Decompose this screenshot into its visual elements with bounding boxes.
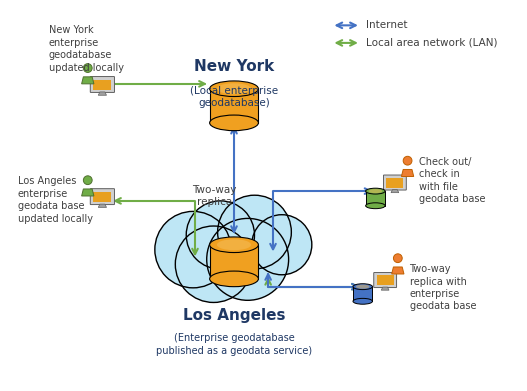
FancyBboxPatch shape (90, 77, 114, 92)
FancyBboxPatch shape (90, 189, 114, 204)
Polygon shape (82, 189, 94, 196)
Polygon shape (392, 267, 404, 274)
Ellipse shape (83, 64, 92, 72)
Text: (Enterprise geodatabase
published as a geodata service): (Enterprise geodatabase published as a g… (156, 334, 312, 356)
Polygon shape (82, 77, 94, 84)
Ellipse shape (366, 188, 385, 194)
FancyBboxPatch shape (93, 79, 112, 90)
FancyBboxPatch shape (384, 175, 406, 190)
Circle shape (186, 201, 255, 269)
Ellipse shape (217, 83, 251, 94)
Ellipse shape (179, 225, 289, 278)
Ellipse shape (353, 284, 373, 290)
FancyBboxPatch shape (377, 275, 394, 285)
Ellipse shape (210, 115, 258, 131)
Polygon shape (98, 92, 106, 95)
FancyBboxPatch shape (93, 192, 112, 203)
Ellipse shape (394, 254, 402, 263)
Text: New York
enterprise
geodatabase
updated locally: New York enterprise geodatabase updated … (49, 25, 124, 73)
Ellipse shape (210, 81, 258, 97)
Ellipse shape (356, 285, 369, 289)
Text: Check out/
check in
with file
geodata base: Check out/ check in with file geodata ba… (419, 157, 486, 204)
Circle shape (207, 219, 289, 300)
FancyBboxPatch shape (374, 273, 396, 287)
Text: Los Angeles
enterprise
geodata base
updated locally: Los Angeles enterprise geodata base upda… (17, 176, 93, 224)
Polygon shape (353, 287, 373, 301)
Text: Two-way
replica: Two-way replica (192, 185, 237, 207)
Text: Local area network (LAN): Local area network (LAN) (366, 38, 497, 48)
Polygon shape (402, 169, 414, 176)
Text: Internet: Internet (366, 20, 407, 30)
Ellipse shape (217, 239, 251, 250)
Ellipse shape (403, 156, 412, 165)
Polygon shape (98, 204, 106, 207)
Ellipse shape (366, 203, 385, 209)
Ellipse shape (368, 189, 382, 193)
Ellipse shape (210, 271, 258, 287)
Text: New York: New York (194, 59, 274, 74)
Polygon shape (366, 191, 385, 206)
Circle shape (252, 215, 312, 275)
FancyBboxPatch shape (386, 178, 404, 188)
Circle shape (155, 212, 231, 288)
Text: Los Angeles: Los Angeles (183, 308, 285, 323)
Ellipse shape (83, 176, 92, 185)
Polygon shape (210, 89, 258, 123)
Polygon shape (381, 287, 389, 290)
Ellipse shape (210, 237, 258, 253)
Text: Two-way
replica with
enterprise
geodata base: Two-way replica with enterprise geodata … (409, 264, 476, 312)
Polygon shape (391, 190, 399, 193)
Polygon shape (210, 245, 258, 279)
Circle shape (218, 195, 291, 269)
Circle shape (175, 226, 252, 303)
Text: (Local enterprise
geodatabase): (Local enterprise geodatabase) (190, 86, 278, 108)
Ellipse shape (353, 298, 373, 304)
